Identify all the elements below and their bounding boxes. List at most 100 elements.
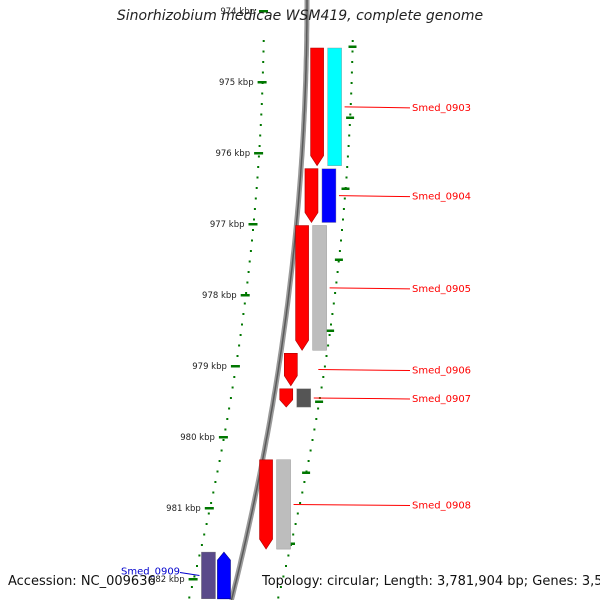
- gene-label-leader: [318, 369, 411, 372]
- outer-dot: [346, 155, 349, 158]
- outer-dot: [330, 323, 332, 326]
- tick-dot: [203, 533, 206, 536]
- major-tick-mark: [248, 223, 258, 226]
- tick-dot: [229, 397, 232, 399]
- axis-tick-label: 978 kbp: [202, 291, 237, 301]
- cog-bar-smed_0907: [296, 388, 311, 408]
- gene-label-smed_0905: Smed_0905: [412, 284, 471, 295]
- tick-dot: [210, 502, 213, 504]
- outer-dot: [331, 313, 334, 315]
- gene-arrow-smed_0907: [279, 388, 294, 408]
- major-tick-mark: [240, 294, 250, 297]
- axis-tick-label: 982 kbp: [150, 575, 185, 585]
- gene-label-smed_0907: Smed_0907: [412, 394, 471, 405]
- tick-dot: [260, 103, 263, 105]
- tick-dot: [238, 344, 241, 347]
- topology-label: Topology: circular; Length: 3,781,904 bp…: [262, 574, 600, 589]
- major-tick-mark: [254, 152, 264, 155]
- tick-dot: [231, 386, 234, 389]
- tick-dot: [242, 313, 245, 315]
- gene-arrow-smed_0905: [295, 225, 309, 351]
- tick-dot: [261, 71, 264, 74]
- outer-dot: [334, 292, 337, 294]
- gene-label-leader: [338, 195, 411, 198]
- outer-dot: [348, 134, 351, 137]
- outer-dot: [313, 428, 316, 431]
- outer-dot: [337, 260, 340, 263]
- tick-dot: [198, 554, 201, 557]
- outer-tick-mark: [348, 45, 357, 48]
- tick-dot: [258, 145, 261, 147]
- outer-dot: [315, 418, 318, 420]
- gene-arrow-smed_0904: [304, 168, 319, 224]
- axis-tick-label: 975 kbp: [219, 78, 254, 88]
- cog-bar-smed_0904: [321, 168, 337, 223]
- outer-dot: [336, 271, 339, 273]
- outer-dot: [342, 208, 345, 210]
- gene-label-leader: [179, 571, 200, 576]
- tick-dot: [188, 596, 191, 599]
- tick-dot: [239, 334, 242, 336]
- outer-dot: [299, 502, 302, 504]
- tick-dot: [254, 197, 257, 200]
- outer-dot: [349, 103, 352, 105]
- tick-dot: [193, 575, 196, 578]
- tick-dot: [251, 239, 253, 242]
- tick-dot: [253, 208, 256, 210]
- tick-dot: [253, 218, 255, 221]
- axis-tick-label: 974 kbp: [220, 7, 255, 17]
- gene-label-leader: [344, 106, 411, 109]
- outer-dot: [349, 113, 352, 116]
- outer-dot: [328, 334, 331, 336]
- cog-bar-smed_0908: [276, 459, 291, 550]
- tick-dot: [262, 61, 265, 63]
- cog-bar-smed_0903: [327, 47, 342, 166]
- outer-dot: [350, 92, 353, 95]
- cog-bar-smed_0905: [312, 225, 327, 351]
- outer-dot: [301, 491, 304, 494]
- outer-dot: [325, 355, 328, 357]
- outer-dot: [311, 439, 314, 441]
- tick-dot: [257, 166, 260, 168]
- outer-dot: [320, 386, 323, 389]
- outer-dot: [317, 407, 320, 410]
- outer-dot: [338, 250, 341, 252]
- tick-dot: [214, 481, 217, 483]
- major-tick-mark: [257, 81, 267, 84]
- outer-dot: [351, 61, 354, 63]
- gene-label-leader: [313, 397, 411, 400]
- outer-tick-mark: [334, 258, 343, 261]
- tick-dot: [241, 323, 243, 326]
- tick-dot: [226, 418, 229, 420]
- tick-dot: [262, 50, 265, 53]
- major-tick-mark: [259, 10, 268, 13]
- outer-dot: [350, 82, 353, 84]
- tick-dot: [196, 565, 198, 567]
- outer-dot: [347, 145, 350, 147]
- outer-tick-mark: [326, 329, 335, 332]
- tick-dot: [246, 281, 249, 284]
- axis-tick-label: 979 kbp: [192, 362, 227, 372]
- tick-dot: [190, 586, 193, 588]
- tick-dot: [205, 523, 208, 525]
- axis-tick-label: 976 kbp: [215, 149, 250, 159]
- tick-dot: [252, 229, 254, 231]
- gene-label-smed_0909: Smed_0909: [121, 566, 180, 577]
- tick-dot: [257, 155, 260, 158]
- outer-dot: [350, 71, 353, 74]
- outer-tick-mark: [315, 400, 324, 403]
- tick-dot: [228, 407, 231, 410]
- tick-dot: [236, 355, 239, 357]
- tick-dot: [224, 428, 227, 431]
- outer-dot: [342, 218, 344, 221]
- outer-dot: [335, 281, 338, 284]
- outer-dot: [296, 512, 299, 515]
- outer-dot: [322, 376, 325, 378]
- outer-dot: [282, 575, 285, 578]
- outer-dot: [292, 533, 295, 536]
- tick-dot: [245, 292, 248, 294]
- gene-arrow-smed_0903: [310, 47, 324, 167]
- axis-tick-label: 981 kbp: [166, 504, 201, 514]
